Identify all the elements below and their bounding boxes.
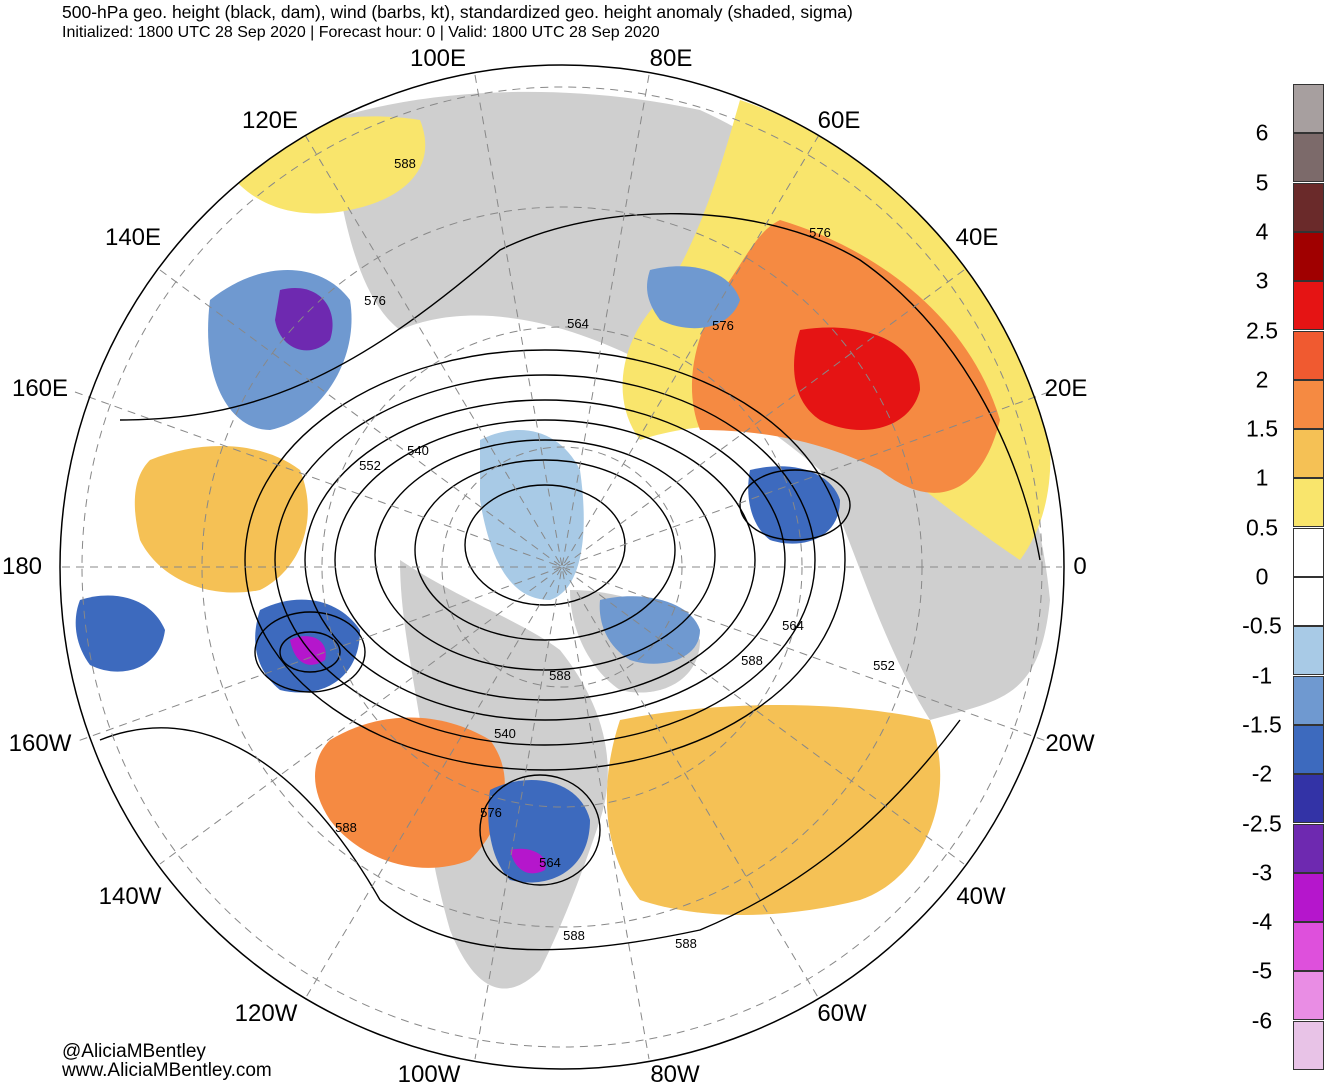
colorbar-tick-label: 0.5	[1246, 514, 1278, 541]
anomaly-neg-pacific	[75, 595, 165, 672]
colorbar-tick-label: -4	[1251, 908, 1273, 935]
graticule	[62, 74, 1062, 1060]
longitude-label: 120W	[234, 1000, 298, 1027]
longitude-label: 100E	[409, 45, 467, 72]
anomaly-neg-kamchatka-core	[275, 288, 333, 351]
anomaly-pos-europe-max	[794, 327, 920, 430]
colorbar-swatch	[1293, 1020, 1324, 1070]
anomaly-neg-siberia	[647, 266, 740, 329]
credit-site: www.AliciaMBentley.com	[62, 1060, 272, 1081]
longitude-label: 60W	[817, 1000, 867, 1027]
contour-label: 576	[480, 805, 502, 820]
longitude-label: 40E	[955, 224, 999, 251]
longitude-label: 140E	[104, 224, 162, 251]
longitude-label: 40W	[956, 883, 1006, 910]
longitude-label: 60E	[817, 107, 861, 134]
colorbar-tick-label: -1	[1251, 662, 1273, 689]
longitude-label: 160E	[11, 375, 69, 402]
colorbar-swatch	[1293, 724, 1324, 774]
colorbar-swatch	[1293, 971, 1324, 1021]
anomaly-pos-atlantic	[606, 705, 941, 915]
contour-label: 588	[549, 668, 571, 683]
colorbar-tick-label: 1	[1255, 464, 1269, 491]
anomaly-pos-west-us	[315, 717, 505, 868]
colorbar-swatch	[1293, 478, 1324, 528]
contour-label: 588	[394, 156, 416, 171]
colorbar-tick-label: -0.5	[1242, 612, 1282, 639]
colorbar-tick-label: 3	[1255, 267, 1269, 294]
longitude-label: 120E	[241, 107, 299, 134]
contour-labels: 588 576 564 576 552 540 576 564 588 552 540 588 576 5…	[335, 156, 895, 951]
contour-label: 576	[712, 318, 734, 333]
colorbar-swatch	[1293, 84, 1324, 133]
colorbar-tick-label: -5	[1251, 957, 1273, 984]
colorbar-swatch	[1293, 922, 1324, 972]
contour-label: 540	[407, 443, 429, 458]
contour-label: 564	[782, 618, 804, 633]
colorbar-tick-label: 4	[1255, 218, 1269, 245]
contour-label: 576	[809, 225, 831, 240]
anomaly-neg-central-us-core	[510, 848, 546, 874]
colorbar-swatch	[1293, 675, 1324, 725]
chart-title: 500-hPa geo. height (black, dam), wind (…	[62, 2, 853, 22]
longitude-label: 160W	[8, 730, 72, 757]
colorbar-tick-label: 6	[1255, 119, 1269, 146]
colorbar-swatch	[1293, 527, 1324, 577]
contour-label: 588	[675, 936, 697, 951]
map-boundary	[59, 64, 1065, 1070]
colorbar-swatch	[1293, 872, 1324, 922]
contour-label: 552	[873, 658, 895, 673]
colorbar-tick-label: -1.5	[1242, 711, 1282, 738]
colorbar-swatch	[1293, 133, 1324, 183]
colorbar-tick-label: 0	[1255, 563, 1269, 590]
longitude-label: 20E	[1044, 375, 1088, 402]
longitude-label: 140W	[98, 883, 162, 910]
credit-handle: @AliciaMBentley	[62, 1041, 206, 1062]
colorbar-swatch	[1293, 281, 1324, 331]
colorbar-swatch	[1293, 774, 1324, 824]
colorbar-swatch	[1293, 182, 1324, 232]
contour-label: 540	[494, 726, 516, 741]
height-contours	[99, 213, 1041, 951]
colorbar-swatch	[1293, 330, 1324, 380]
colorbar-tick-label: -3	[1251, 859, 1273, 886]
longitude-label: 20W	[1045, 730, 1095, 757]
longitude-label: 100W	[397, 1061, 461, 1088]
contour-label: 564	[539, 855, 561, 870]
longitude-label: 180	[1, 553, 43, 580]
colorbar-tick-label: 2	[1255, 366, 1269, 393]
colorbar-swatch	[1293, 231, 1324, 281]
contour-label: 588	[563, 928, 585, 943]
contour-label: 552	[359, 458, 381, 473]
colorbar-tick-label: 2.5	[1246, 317, 1278, 343]
colorbar-swatch	[1293, 379, 1324, 429]
colorbar-swatch	[1293, 626, 1324, 676]
contour-label: 588	[335, 820, 357, 835]
longitude-label: 80E	[649, 45, 693, 72]
colorbar-tick-label: -2.5	[1242, 810, 1282, 836]
contour-label: 564	[567, 316, 589, 331]
colorbar-tick-label: 5	[1255, 169, 1269, 196]
anomaly-neg-aleutian-core	[290, 636, 326, 665]
colorbar-tick-label: -2	[1251, 760, 1273, 787]
colorbar-tick-label: 1.5	[1246, 415, 1278, 442]
longitude-label: 80W	[650, 1061, 700, 1088]
colorbar-swatch	[1293, 429, 1324, 479]
chart-subtitle: Initialized: 1800 UTC 28 Sep 2020 | Fore…	[62, 24, 660, 41]
colorbar-swatch	[1293, 577, 1324, 626]
colorbar-tick-label: -6	[1251, 1007, 1273, 1034]
contour-label: 576	[364, 293, 386, 308]
colorbar-swatch	[1293, 823, 1324, 873]
anomaly-pos-pacific	[134, 446, 308, 593]
longitude-label: 0	[1073, 553, 1087, 580]
contour-label: 588	[741, 653, 763, 668]
